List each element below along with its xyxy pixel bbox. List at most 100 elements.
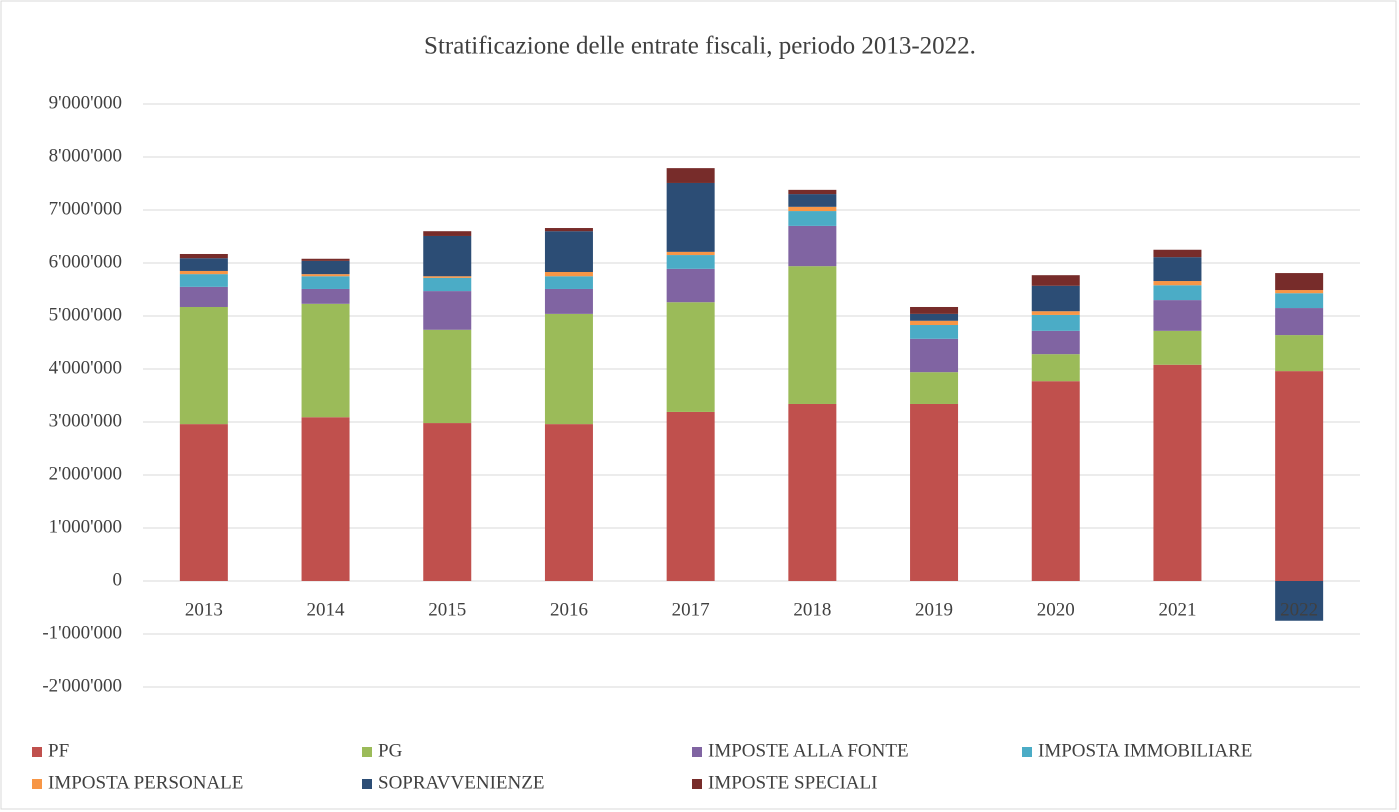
bar-segment [666,255,715,269]
bar-segment [788,206,837,212]
x-tick-label: 2022 [1280,599,1318,620]
bar-segment [1031,311,1080,315]
y-tick-label: 6'000'000 [49,251,122,272]
bar-segment [910,325,959,339]
bar-segment [1275,273,1324,291]
bar-segment [423,291,472,330]
y-tick-label: 0 [113,569,123,590]
bar-segment [1153,330,1202,365]
bar-segment [1275,335,1324,372]
bar-segment [1275,308,1324,336]
legend-swatch [1022,747,1032,757]
legend-label: IMPOSTA IMMOBILIARE [1038,740,1252,761]
bar-segment [179,286,228,307]
bar-segment [544,288,593,314]
legend-swatch [32,779,42,789]
y-tick-label: 8'000'000 [49,145,122,166]
x-tick-label: 2013 [185,599,223,620]
bar-segment [1031,381,1080,581]
bar-segment [179,253,228,259]
bar-segment [1153,285,1202,301]
x-tick-label: 2014 [307,599,346,620]
x-tick-label: 2021 [1158,599,1196,620]
bar-segment [179,424,228,581]
bar-segment [1031,330,1080,355]
y-tick-label: 7'000'000 [49,198,122,219]
bar-segment [1153,364,1202,581]
legend-swatch [32,747,42,757]
x-tick-label: 2019 [915,599,953,620]
y-tick-label: 3'000'000 [49,410,122,431]
bar-segment [301,303,350,418]
bar-segment [666,251,715,256]
y-tick-label: 9'000'000 [49,92,122,113]
bar-segment [1153,257,1202,282]
bar-segment [301,260,350,275]
bar-segment [666,182,715,252]
legend-label: PG [378,740,403,761]
bar-segment [301,258,350,261]
y-tick-label: 2'000'000 [49,463,122,484]
bar-segment [179,306,228,425]
bar-segment [1031,354,1080,382]
bar-segment [301,274,350,277]
legend-label: IMPOSTA PERSONALE [48,772,243,793]
legend-swatch [692,747,702,757]
bar-segment [910,372,959,404]
x-tick-label: 2017 [672,599,710,620]
bar-segment [666,168,715,183]
bar-segment [423,235,472,277]
bar-segment [544,424,593,581]
bar-segment [1275,581,1324,621]
bar-segment [788,211,837,226]
bar-segment [301,417,350,581]
bar-segment [544,228,593,232]
x-tick-label: 2018 [793,599,831,620]
legend-swatch [362,747,372,757]
x-tick-label: 2020 [1037,599,1075,620]
bar-segment [423,423,472,581]
y-tick-label: -2'000'000 [42,675,122,696]
bar-segment [179,270,228,275]
bar-segment [1153,281,1202,286]
chart-title: Stratificazione delle entrate fiscali, p… [424,33,976,60]
bar-segment [301,288,350,304]
bar-segment [666,302,715,412]
legend-label: IMPOSTE ALLA FONTE [708,740,909,761]
bar-segment [179,274,228,287]
bar-segment [423,276,472,278]
x-tick-label: 2016 [550,599,588,620]
bar-segment [423,329,472,424]
bar-segment [788,403,837,581]
bar-segment [1275,371,1324,581]
bar-segment [179,258,228,271]
bar-segment [788,194,837,207]
bar-segment [301,276,350,289]
bar-segment [788,225,837,267]
bar-segment [544,313,593,425]
bar-segment [1031,285,1080,312]
bar-segment [788,266,837,404]
legend-swatch [362,779,372,789]
legend-label: SOPRAVVENIENZE [378,772,544,793]
bar-segment [910,313,959,321]
bar-segment [1275,290,1324,294]
y-tick-label: 5'000'000 [49,304,122,325]
bar-segment [1031,275,1080,286]
bar-segment [544,272,593,277]
x-tick-label: 2015 [428,599,466,620]
legend-label: IMPOSTE SPECIALI [708,772,877,793]
bar-segment [666,268,715,303]
bar-segment [1153,249,1202,258]
bar-segment [423,277,472,292]
bar-segment [1031,314,1080,331]
bar-segment [666,411,715,581]
legend-label: PF [48,740,69,761]
bar-segment [544,231,593,273]
bar-segment [544,276,593,289]
bar-segment [788,189,837,195]
y-tick-label: 4'000'000 [49,357,122,378]
bar-segment [423,231,472,236]
bar-segment [910,320,959,326]
